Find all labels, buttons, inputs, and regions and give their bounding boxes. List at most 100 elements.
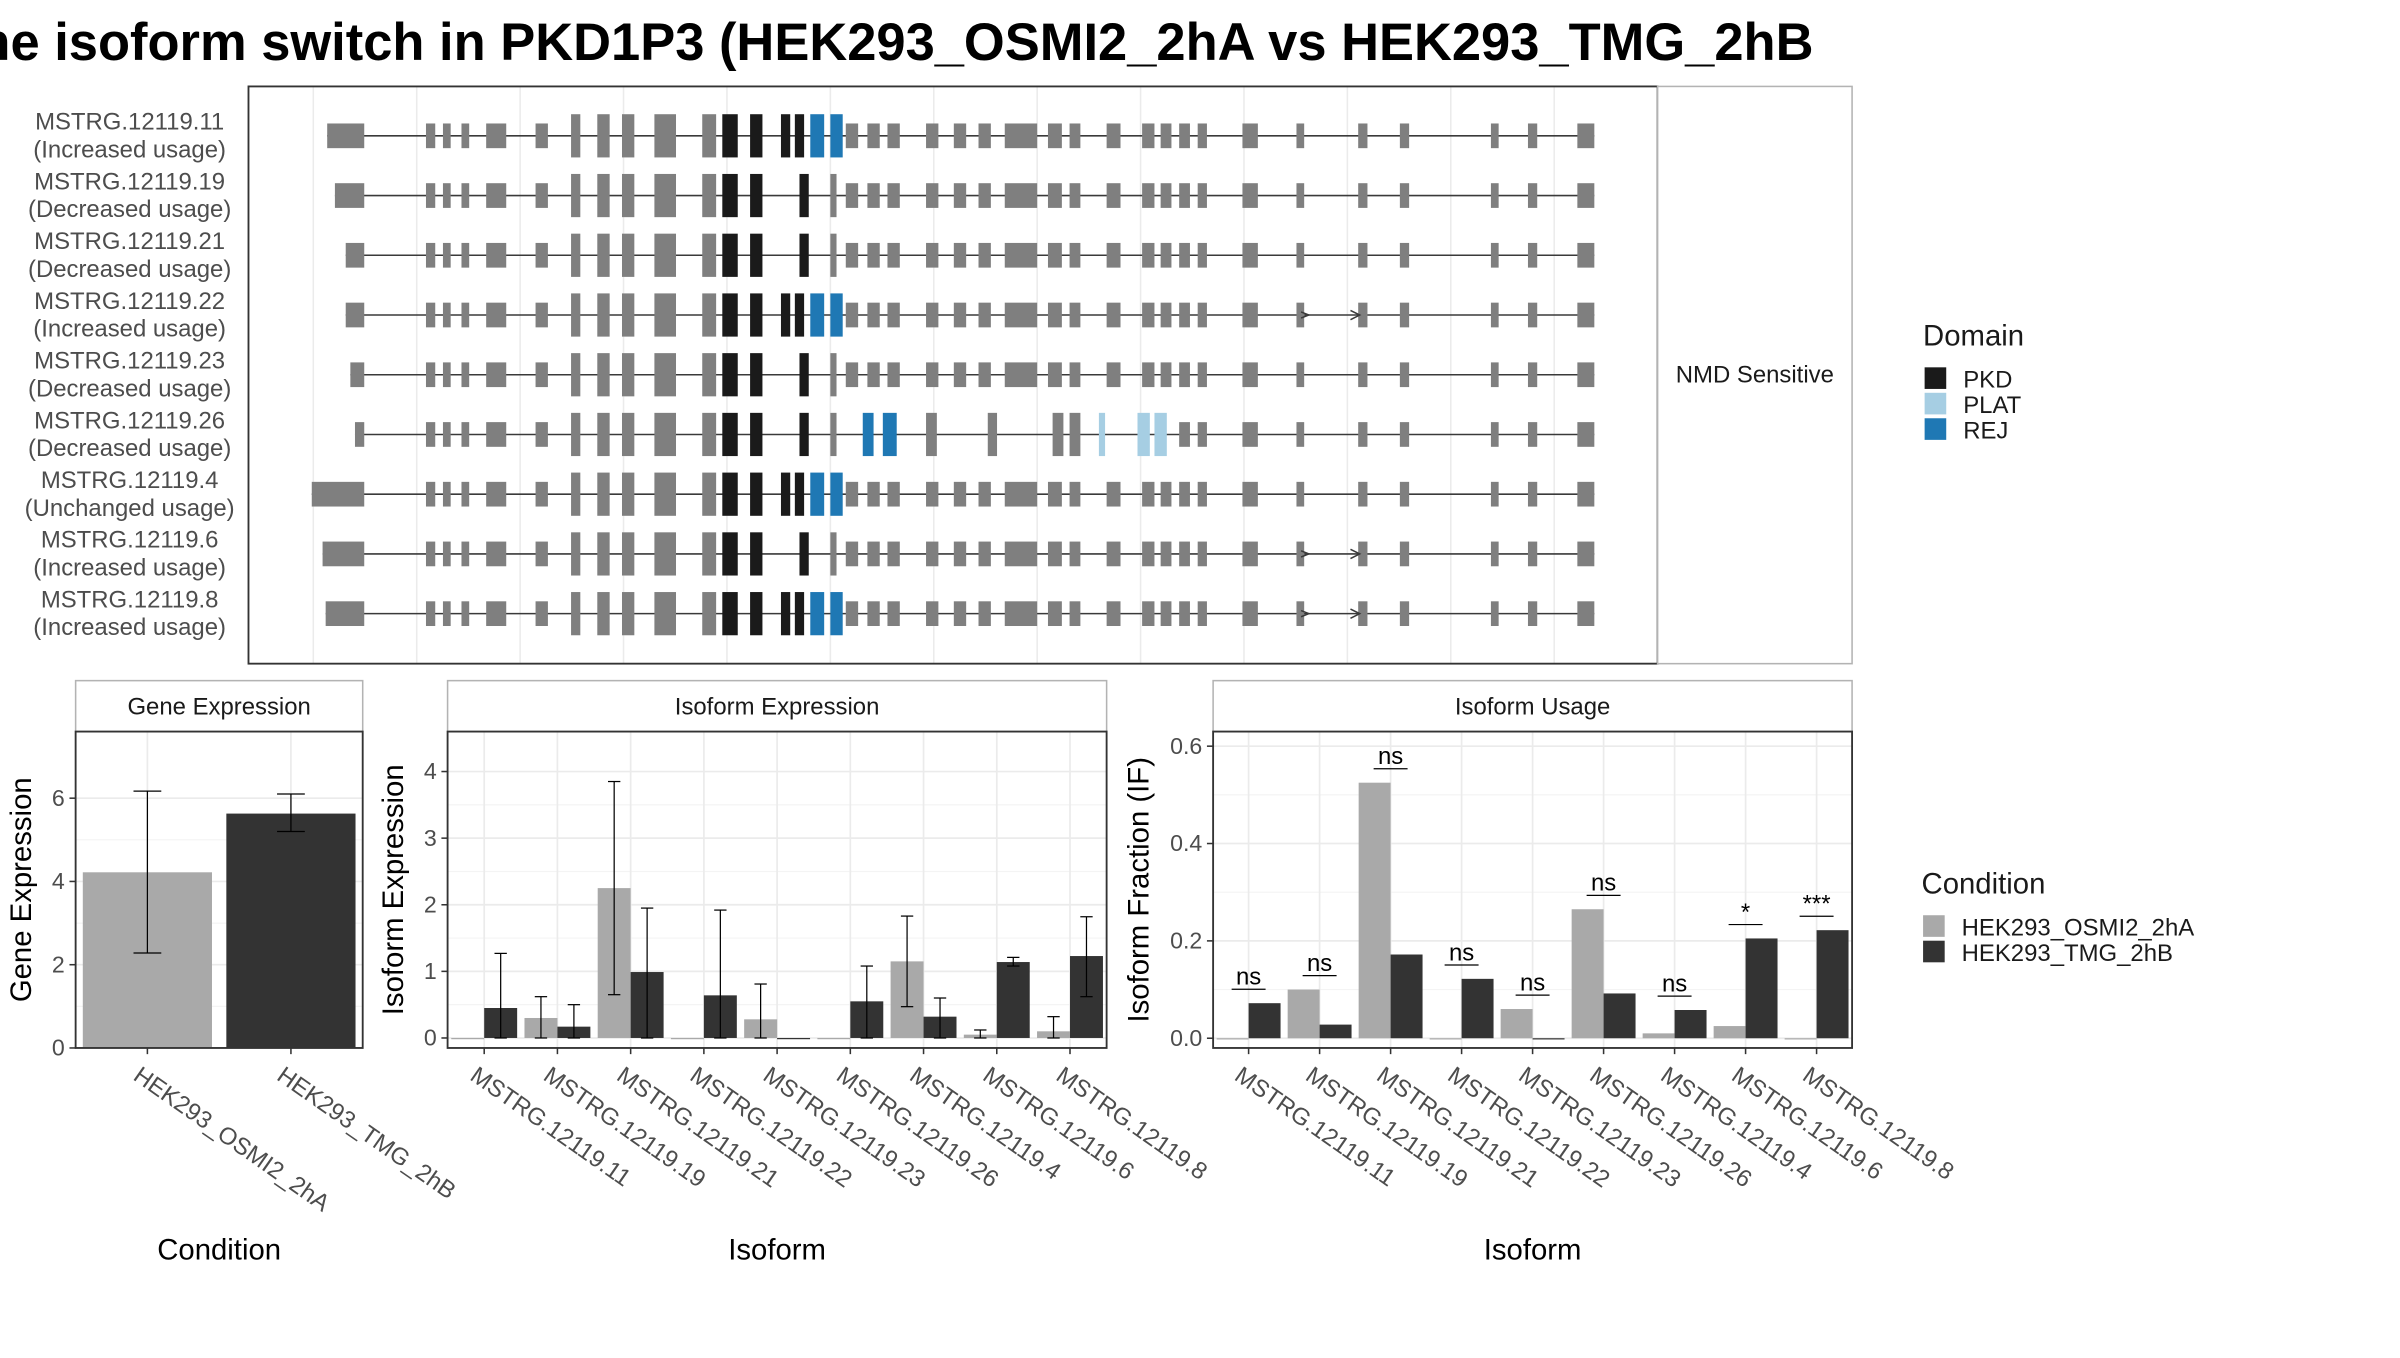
exon bbox=[926, 183, 939, 208]
exon bbox=[425, 481, 436, 507]
exon bbox=[654, 472, 677, 516]
significance-label: ns bbox=[1236, 964, 1261, 991]
isoform-track bbox=[350, 353, 1595, 397]
condition-legend-key bbox=[1923, 940, 1945, 963]
isoform-label-id: MSTRG.12119.21 bbox=[34, 228, 225, 255]
domain-legend-label: PLAT bbox=[1963, 392, 2021, 419]
isoform-label-usage: (Decreased usage) bbox=[28, 256, 231, 283]
exon bbox=[1527, 302, 1538, 328]
exon bbox=[1142, 541, 1155, 567]
exon bbox=[702, 532, 717, 576]
exon bbox=[535, 183, 548, 208]
exon bbox=[535, 242, 548, 268]
exon bbox=[887, 242, 900, 268]
y-tick-label: 1 bbox=[424, 958, 437, 984]
exon bbox=[571, 173, 581, 218]
arrow-marker bbox=[1300, 550, 1311, 558]
exon bbox=[1069, 123, 1081, 149]
bar bbox=[1745, 938, 1778, 1039]
exon bbox=[1296, 601, 1305, 627]
exon bbox=[461, 362, 470, 388]
exon bbox=[597, 532, 610, 576]
domain-pkd bbox=[722, 173, 738, 218]
exon bbox=[1490, 183, 1499, 208]
exon bbox=[1052, 412, 1064, 457]
exon bbox=[461, 601, 470, 627]
exon bbox=[1179, 302, 1190, 328]
exon bbox=[571, 412, 581, 457]
chart-strip bbox=[446, 679, 1108, 733]
exon bbox=[702, 293, 717, 337]
isoform-label-usage: (Unchanged usage) bbox=[25, 495, 235, 522]
exon bbox=[1242, 362, 1258, 388]
exon bbox=[845, 481, 859, 507]
exon bbox=[1069, 481, 1081, 507]
chart-title: Isoform Usage bbox=[1455, 694, 1610, 721]
bar bbox=[670, 1037, 704, 1040]
exon bbox=[1399, 242, 1410, 268]
arrow-marker bbox=[1350, 608, 1362, 619]
exon bbox=[1142, 242, 1155, 268]
exon bbox=[1527, 541, 1538, 567]
isoform-label-id: MSTRG.12119.4 bbox=[41, 467, 219, 494]
exon bbox=[442, 601, 451, 627]
exon bbox=[345, 302, 365, 328]
condition-legend-label: HEK293_OSMI2_2hA bbox=[1962, 914, 2195, 941]
exon bbox=[1069, 541, 1081, 567]
exon bbox=[845, 541, 859, 567]
exon bbox=[535, 481, 548, 507]
exon bbox=[1197, 183, 1207, 208]
exon bbox=[978, 183, 991, 208]
exon bbox=[1142, 302, 1155, 328]
exon bbox=[1296, 422, 1305, 447]
bar bbox=[1532, 1038, 1565, 1040]
exon bbox=[425, 541, 436, 567]
exon bbox=[1490, 302, 1499, 328]
exon bbox=[1358, 183, 1368, 208]
bar bbox=[1390, 954, 1423, 1039]
exon bbox=[571, 293, 581, 337]
significance-label: ns bbox=[1378, 743, 1403, 770]
bar bbox=[777, 1037, 811, 1040]
domain-rej bbox=[810, 592, 825, 636]
domain-pkd bbox=[799, 412, 809, 457]
domain-rej bbox=[830, 472, 843, 516]
exon bbox=[1179, 601, 1190, 627]
exon bbox=[621, 592, 635, 636]
exon bbox=[571, 592, 581, 636]
y-tick-label: 4 bbox=[52, 868, 65, 894]
isoform-label: MSTRG.12119.22 (Increased usage) bbox=[33, 288, 226, 343]
domain-rej bbox=[810, 472, 825, 516]
domain-pkd bbox=[799, 233, 809, 277]
exon bbox=[1197, 362, 1207, 388]
domain-pkd bbox=[799, 353, 809, 397]
exon bbox=[1296, 242, 1305, 268]
exon bbox=[1160, 302, 1172, 328]
exon bbox=[1399, 302, 1410, 328]
significance-label: ns bbox=[1520, 970, 1545, 997]
exon bbox=[1004, 481, 1038, 507]
isoform-label-id: MSTRG.12119.19 bbox=[34, 168, 225, 195]
bar bbox=[1287, 989, 1320, 1039]
exon bbox=[461, 422, 470, 447]
domain-rej bbox=[862, 412, 874, 457]
isoform-label-usage: (Decreased usage) bbox=[28, 196, 231, 223]
bar bbox=[996, 962, 1030, 1038]
exon bbox=[867, 242, 880, 268]
exon bbox=[1358, 422, 1368, 447]
exon bbox=[978, 541, 991, 567]
y-tick-label: 0.2 bbox=[1170, 928, 1202, 954]
exon bbox=[978, 481, 991, 507]
exon bbox=[702, 173, 717, 218]
exon bbox=[1160, 183, 1172, 208]
significance-label: ns bbox=[1307, 950, 1332, 977]
y-tick-label: 0 bbox=[424, 1025, 437, 1051]
exon bbox=[621, 412, 635, 457]
exon bbox=[621, 233, 635, 277]
exon bbox=[1069, 183, 1081, 208]
isoform-track bbox=[334, 173, 1595, 218]
exon bbox=[1069, 242, 1081, 268]
